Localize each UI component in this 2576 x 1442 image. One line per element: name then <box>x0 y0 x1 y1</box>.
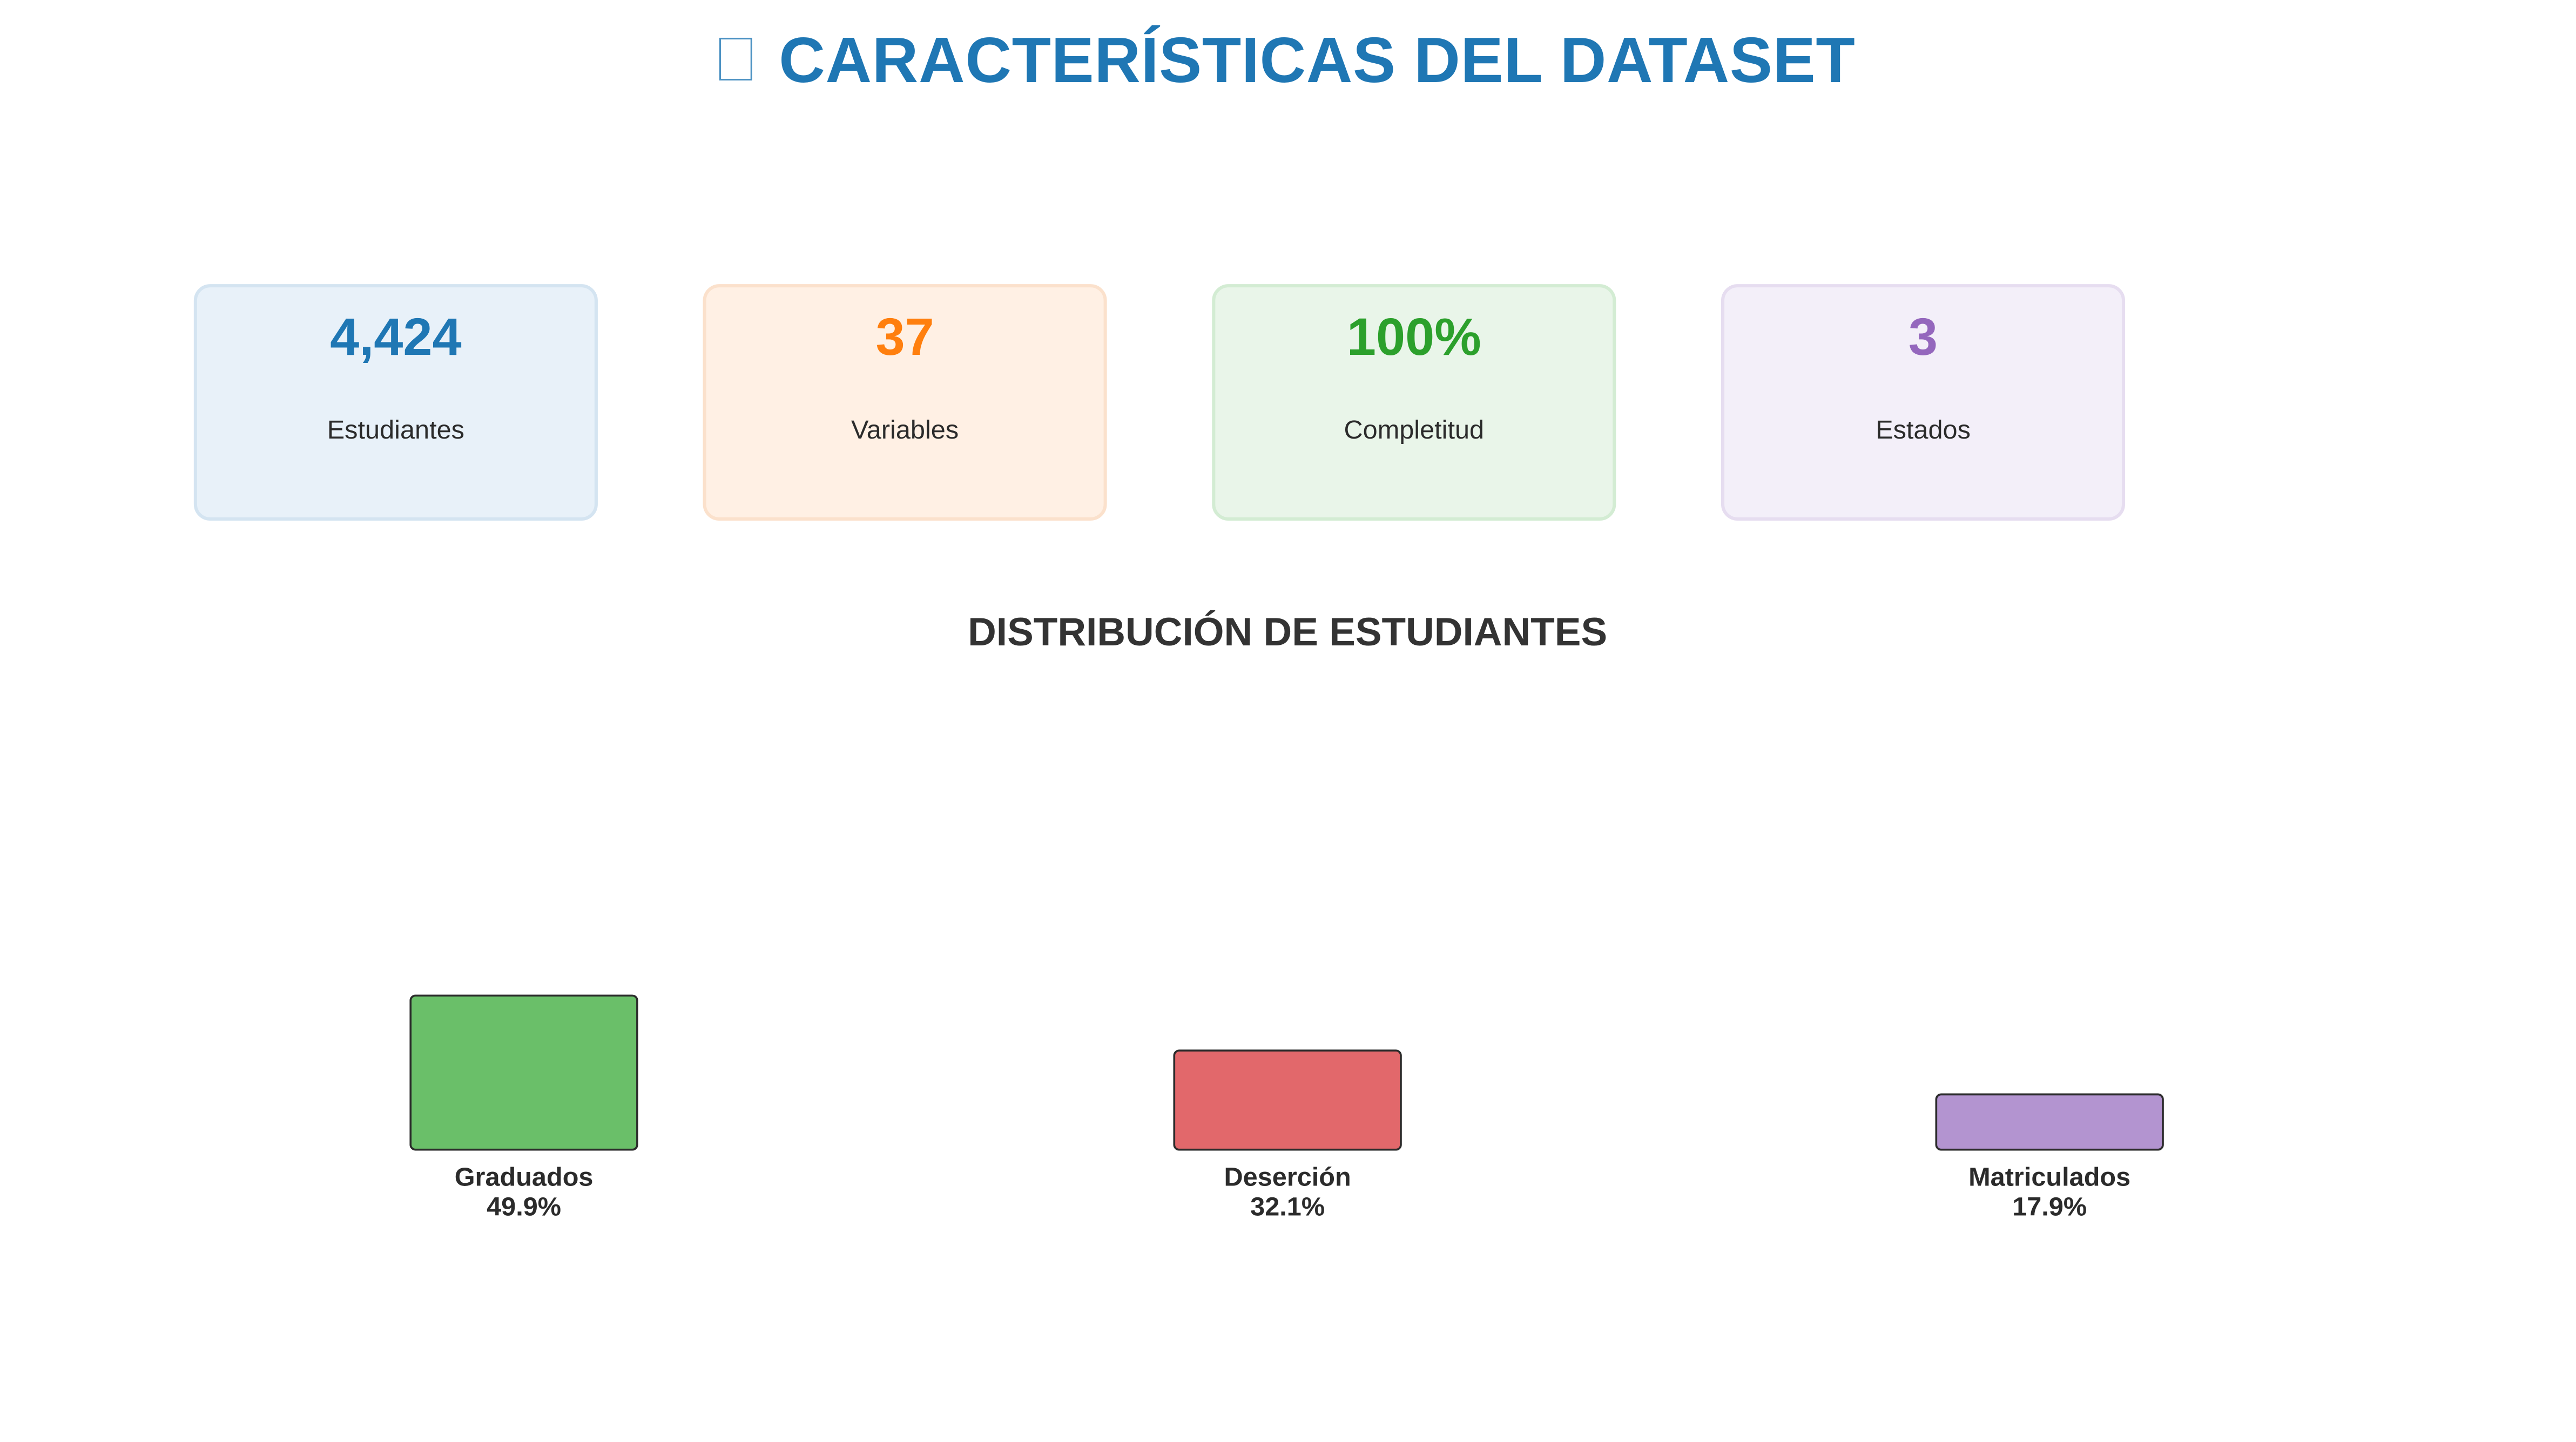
stat-label-completeness: Completitud <box>1344 417 1485 446</box>
stat-card-completeness: 100% Completitud <box>1212 284 1616 521</box>
bar-value-label: 17.9% <box>2012 1192 2087 1221</box>
stat-card-students: 4,424 Estudiantes <box>193 284 598 521</box>
stat-value-variables: 37 <box>875 307 934 367</box>
stat-label-students: Estudiantes <box>327 417 464 446</box>
bar-value-label: 32.1% <box>1250 1192 1325 1221</box>
bar-category-label: Graduados <box>455 1163 594 1192</box>
stat-label-variables: Variables <box>851 417 959 446</box>
bar-matriculados <box>1935 1093 2164 1151</box>
bar-category-label: Deserción <box>1224 1163 1351 1192</box>
bar-value-label: 49.9% <box>487 1192 561 1221</box>
stat-card-states: 3 Estados <box>1721 284 2126 521</box>
stat-value-students: 4,424 <box>330 307 462 367</box>
chart-title: DISTRIBUCIÓN DE ESTUDIANTES <box>968 611 1608 656</box>
stat-label-states: Estados <box>1876 417 1971 446</box>
bar-deserción <box>1173 1049 1402 1151</box>
page-title: CARACTERÍSTICAS DEL DATASET <box>0 26 2575 99</box>
bar-graduados <box>409 994 638 1151</box>
stat-value-states: 3 <box>1908 307 1938 367</box>
bar-category-label: Matriculados <box>1968 1163 2130 1192</box>
stat-value-completeness: 100% <box>1346 307 1481 367</box>
stat-card-variables: 37 Variables <box>703 284 1107 521</box>
unrendered-emoji-icon <box>719 37 753 80</box>
page-title-text: CARACTERÍSTICAS DEL DATASET <box>779 26 1856 97</box>
